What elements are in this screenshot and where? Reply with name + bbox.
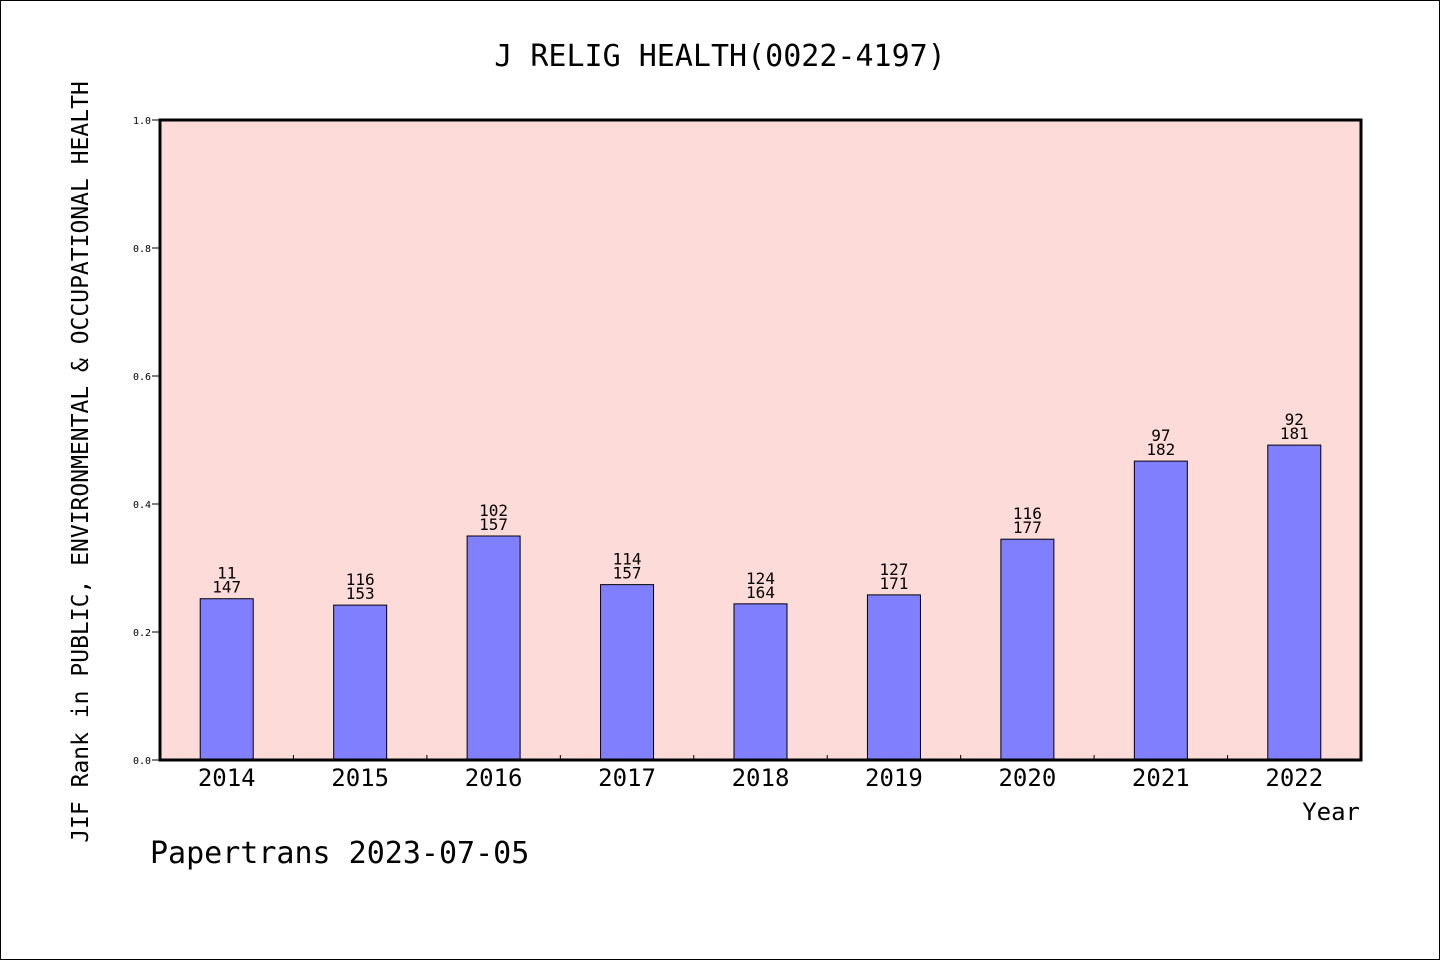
bar — [1267, 444, 1322, 761]
y-tick-label: 0.2 — [133, 628, 151, 639]
x-tick-label: 2018 — [732, 764, 790, 792]
rank-label: 97 — [1151, 426, 1170, 445]
rank-label: 116 — [346, 570, 375, 589]
rank-label: 116 — [1013, 504, 1042, 523]
bar — [333, 604, 388, 761]
chart-title: J RELIG HEALTH(0022-4197) — [494, 39, 946, 74]
rank-label: 11 — [217, 564, 236, 583]
bar-series — [199, 444, 1322, 761]
total-label: 157 — [479, 515, 508, 534]
bar — [199, 598, 254, 761]
y-axis-label: JIF Rank in PUBLIC, ENVIRONMENTAL & OCCU… — [68, 81, 94, 843]
total-label: 157 — [613, 564, 642, 583]
x-tick-label: 2021 — [1132, 764, 1190, 792]
total-label: 181 — [1280, 424, 1309, 443]
x-axis: 2014 2015 2016 2017 2018 2019 2020 2021 2022 — [198, 755, 1323, 792]
bar — [733, 603, 788, 761]
plot-border — [158, 118, 1363, 762]
x-tick-label: 2022 — [1265, 764, 1323, 792]
total-label: 153 — [346, 584, 375, 603]
x-tick-label: 2016 — [465, 764, 523, 792]
x-tick-label: 2017 — [598, 764, 656, 792]
y-tick-label: 1.0 — [133, 116, 151, 127]
bar — [1000, 538, 1055, 761]
rank-label: 124 — [746, 569, 775, 588]
x-tick-label: 2019 — [865, 764, 923, 792]
bar — [1133, 460, 1188, 761]
total-label: 182 — [1146, 440, 1175, 459]
bar — [866, 594, 921, 761]
rank-label: 127 — [879, 560, 908, 579]
x-tick-label: 2015 — [331, 764, 389, 792]
footer-credit: Papertrans 2023-07-05 — [150, 836, 529, 871]
x-axis-label: Year — [1302, 798, 1360, 826]
bar — [466, 535, 521, 761]
x-tick-label: 2014 — [198, 764, 256, 792]
rank-label: 92 — [1285, 410, 1304, 429]
total-label: 147 — [212, 578, 241, 597]
bar — [600, 584, 655, 761]
y-tick-label: 0.4 — [133, 500, 151, 511]
rank-label: 102 — [479, 501, 508, 520]
total-label: 171 — [879, 574, 908, 593]
rank-label: 114 — [613, 550, 642, 569]
total-label: 177 — [1013, 518, 1042, 537]
y-axis: 0.0 0.2 0.4 0.6 0.8 1.0 — [133, 116, 160, 767]
y-tick-label: 0.8 — [133, 244, 151, 255]
y-tick-label: 0.6 — [133, 372, 151, 383]
total-label: 164 — [746, 583, 775, 602]
x-tick-label: 2020 — [998, 764, 1056, 792]
y-tick-label: 0.0 — [133, 756, 151, 767]
